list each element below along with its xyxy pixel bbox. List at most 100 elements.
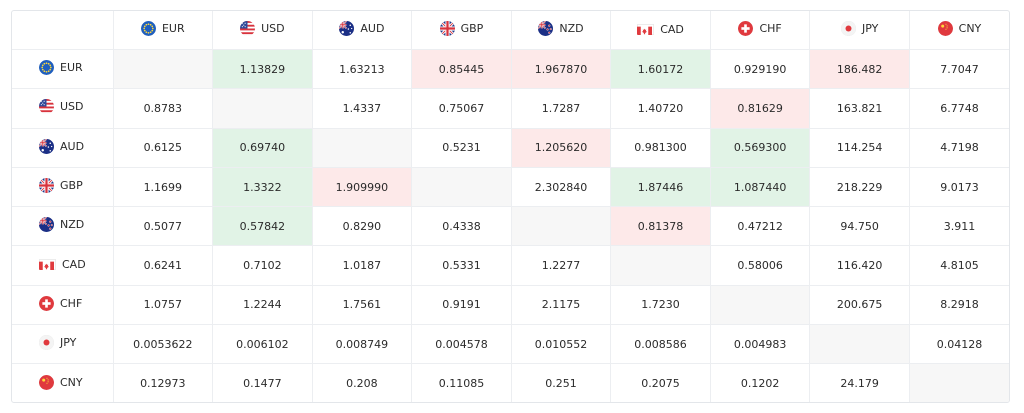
rate-cell: 4.7198 [909, 128, 1009, 168]
rate-cell: 3.911 [909, 206, 1009, 247]
rate-cell: 1.60172 [610, 49, 711, 90]
row-header-label: NZD [60, 218, 85, 232]
canada-flag-icon [637, 24, 654, 35]
rate-cell: 6.7748 [909, 88, 1009, 129]
rate-cell: 0.47212 [710, 206, 811, 247]
rate-cell: 0.9191 [411, 285, 512, 326]
table-row: CHF 1.0757 1.2244 1.7561 0.9191 2.1175 1.7230 2… [12, 285, 1009, 326]
rate-cell: 1.0187 [312, 245, 413, 286]
rate-cell: 0.1477 [212, 363, 313, 402]
rate-cell: 1.7561 [312, 285, 413, 326]
header-row: EUR USD AUD GBP NZD CAD CHF JPY CNY [12, 11, 1009, 50]
japan-flag-icon [39, 335, 54, 351]
table-row: EUR 1.13829 1.63213 0.85445 1.967870 1.60172 0… [12, 49, 1009, 90]
us-flag-icon [240, 21, 256, 36]
table-row: NZD 0.5077 0.57842 0.8290 0.4338 0.81378 0.472… [12, 206, 1009, 247]
us-flag-icon [39, 99, 54, 115]
china-flag-icon [937, 21, 953, 36]
rate-cell: 0.2075 [610, 363, 711, 402]
rate-cell: 0.981300 [610, 128, 711, 168]
row-header-usd: USD [12, 88, 114, 129]
row-header-nzd: NZD [12, 206, 114, 247]
row-header-cny: CNY [12, 363, 114, 402]
rate-cell: 1.3322 [212, 167, 313, 208]
column-header-nzd: NZD [511, 11, 612, 50]
rate-cell: 0.12973 [113, 363, 214, 402]
row-header-label: CHF [60, 296, 83, 310]
column-header-label: EUR [161, 22, 185, 35]
rate-cell: 186.482 [809, 49, 910, 90]
row-header-jpy: JPY [12, 324, 114, 365]
rate-cell: 2.302840 [511, 167, 612, 208]
column-header-usd: USD [212, 11, 313, 50]
column-header-cny: CNY [909, 11, 1009, 50]
china-flag-icon [39, 374, 54, 390]
rate-cell-empty [710, 285, 811, 326]
rate-cell: 2.1175 [511, 285, 612, 326]
rate-cell: 1.1699 [113, 167, 214, 208]
column-header-label: JPY [861, 22, 879, 35]
rate-cell-empty [909, 363, 1009, 402]
rate-cell-empty [809, 324, 910, 365]
row-header-eur: EUR [12, 49, 114, 90]
rate-cell: 0.208 [312, 363, 413, 402]
new-zealand-flag-icon [538, 21, 554, 36]
column-header-chf: CHF [710, 11, 811, 50]
rate-cell: 0.251 [511, 363, 612, 402]
table-row: CAD 0.6241 0.7102 1.0187 0.5331 1.2277 0.58006… [12, 245, 1009, 286]
rate-cell-empty [113, 49, 214, 90]
table-row: CNY 0.12973 0.1477 0.208 0.11085 0.251 0.2075 0… [12, 363, 1009, 402]
rate-cell: 0.8783 [113, 88, 214, 129]
eu-flag-icon [140, 21, 156, 36]
rate-cell-empty [312, 128, 413, 168]
cross-rates-widget: EUR USD AUD GBP NZD CAD CHF JPY CNY EUR 1.13829 1.… [11, 10, 1010, 403]
rate-cell: 0.010552 [511, 324, 612, 365]
rate-cell: 0.85445 [411, 49, 512, 90]
column-header-eur: EUR [113, 11, 214, 50]
rate-cell: 0.69740 [212, 128, 313, 168]
rate-cell-empty [212, 88, 313, 129]
rate-cell-empty [511, 206, 612, 247]
rate-cell: 0.0053622 [113, 324, 214, 365]
column-header-label: GBP [460, 22, 484, 35]
rate-cell: 0.008749 [312, 324, 413, 365]
rate-cell: 0.04128 [909, 324, 1009, 365]
corner-cell [12, 11, 114, 50]
rate-cell: 0.004983 [710, 324, 811, 365]
row-header-label: CAD [62, 258, 86, 272]
rate-cell: 1.087440 [710, 167, 811, 208]
rate-cell: 0.81378 [610, 206, 711, 247]
rate-cell: 0.5077 [113, 206, 214, 247]
rate-cell: 0.008586 [610, 324, 711, 365]
rate-cell: 8.2918 [909, 285, 1009, 326]
japan-flag-icon [840, 21, 856, 36]
rate-cell: 1.13829 [212, 49, 313, 90]
column-header-label: CAD [660, 22, 684, 36]
table-row: GBP 1.1699 1.3322 1.909990 2.302840 1.87446 1.… [12, 167, 1009, 208]
column-header-label: USD [261, 22, 285, 35]
rate-cell: 1.87446 [610, 167, 711, 208]
rate-cell: 1.7287 [511, 88, 612, 129]
rate-cell: 1.40720 [610, 88, 711, 129]
rate-cell: 116.420 [809, 245, 910, 286]
canada-flag-icon [39, 259, 56, 271]
rate-cell: 4.8105 [909, 245, 1009, 286]
row-header-chf: CHF [12, 285, 114, 326]
rate-cell: 0.004578 [411, 324, 512, 365]
switzerland-flag-icon [738, 21, 754, 36]
table-row: AUD 0.6125 0.69740 0.5231 1.205620 0.981300 0.… [12, 128, 1009, 168]
column-header-label: CNY [958, 22, 982, 35]
row-header-cad: CAD [12, 245, 114, 286]
rate-cell: 24.179 [809, 363, 910, 402]
rate-cell: 1.909990 [312, 167, 413, 208]
row-header-label: CNY [60, 375, 83, 389]
rate-cell: 1.7230 [610, 285, 711, 326]
rate-cell: 1.967870 [511, 49, 612, 90]
rate-cell: 1.2277 [511, 245, 612, 286]
column-header-label: NZD [559, 22, 584, 35]
column-header-aud: AUD [312, 11, 413, 50]
rate-cell: 1.205620 [511, 128, 612, 168]
row-header-label: EUR [60, 61, 83, 75]
rate-cell-empty [411, 167, 512, 208]
rate-cell: 94.750 [809, 206, 910, 247]
